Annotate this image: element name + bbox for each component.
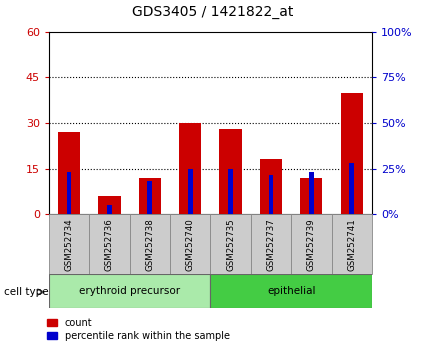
Bar: [210, 274, 372, 308]
Text: GSM252740: GSM252740: [186, 218, 195, 271]
Bar: [251, 214, 291, 274]
Legend: count, percentile rank within the sample: count, percentile rank within the sample: [47, 318, 230, 341]
Bar: [139, 178, 161, 214]
Text: epithelial: epithelial: [267, 286, 315, 296]
Bar: [291, 214, 332, 274]
Bar: [300, 178, 323, 214]
Bar: [179, 123, 201, 214]
Bar: [147, 181, 152, 214]
Bar: [58, 132, 80, 214]
Bar: [49, 274, 210, 308]
Bar: [349, 162, 354, 214]
Text: erythroid precursor: erythroid precursor: [79, 286, 180, 296]
Text: GSM252737: GSM252737: [266, 218, 275, 271]
Bar: [67, 172, 71, 214]
Text: GSM252741: GSM252741: [347, 218, 356, 271]
Text: GSM252735: GSM252735: [226, 218, 235, 271]
Bar: [130, 214, 170, 274]
Text: GSM252739: GSM252739: [307, 218, 316, 271]
Bar: [269, 175, 273, 214]
Bar: [228, 169, 233, 214]
Bar: [170, 214, 210, 274]
Bar: [260, 159, 282, 214]
Bar: [188, 169, 193, 214]
Bar: [98, 196, 121, 214]
Bar: [219, 129, 242, 214]
Text: GDS3405 / 1421822_at: GDS3405 / 1421822_at: [132, 5, 293, 19]
Bar: [107, 205, 112, 214]
Bar: [309, 172, 314, 214]
Text: GSM252736: GSM252736: [105, 218, 114, 271]
Text: GSM252738: GSM252738: [145, 218, 154, 271]
Bar: [49, 214, 89, 274]
Text: cell type: cell type: [4, 287, 49, 297]
Bar: [89, 214, 130, 274]
Bar: [332, 214, 372, 274]
Bar: [340, 93, 363, 214]
Bar: [210, 214, 251, 274]
Text: GSM252734: GSM252734: [65, 218, 74, 271]
